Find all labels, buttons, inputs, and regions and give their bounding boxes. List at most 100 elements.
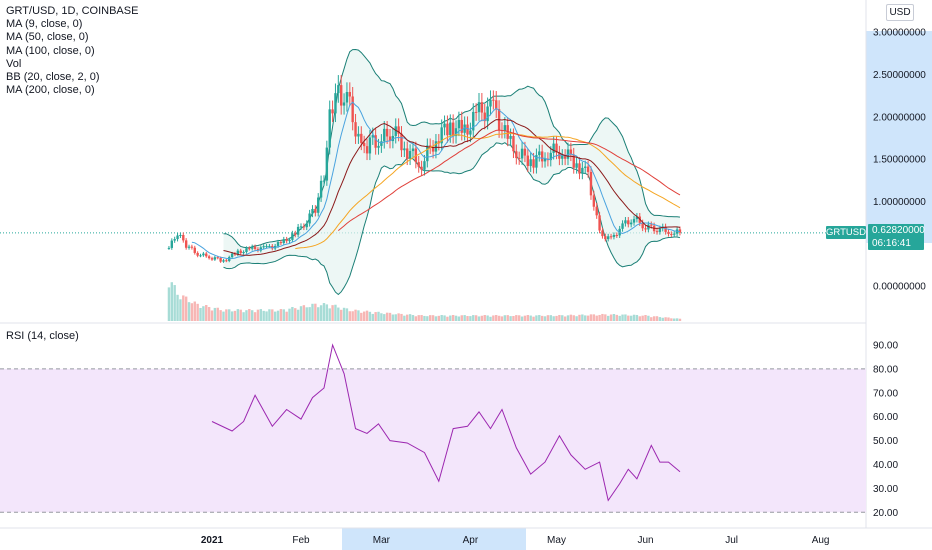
candle-body xyxy=(173,239,176,241)
volume-bar xyxy=(569,314,573,321)
volume-bar xyxy=(348,311,352,321)
candle-body xyxy=(512,136,515,152)
volume-bar xyxy=(253,312,257,321)
candle-body xyxy=(584,166,587,168)
candle-body xyxy=(540,151,544,162)
candle-body xyxy=(385,128,389,137)
candle-body xyxy=(411,148,415,152)
volume-bar xyxy=(592,314,596,321)
volume-bar xyxy=(271,309,274,321)
candle-body xyxy=(222,260,225,262)
candle-body xyxy=(408,151,412,159)
candle-body xyxy=(328,109,331,148)
volume-bar xyxy=(658,317,662,321)
volume-bar xyxy=(299,306,303,321)
rsi-legend-label[interactable]: RSI (14, close) xyxy=(6,330,79,342)
volume-bar xyxy=(578,314,581,321)
time-axis-highlight xyxy=(342,528,526,550)
candle-body xyxy=(199,255,202,257)
candle-body xyxy=(644,228,647,230)
candle-body xyxy=(319,180,323,198)
volume-bar xyxy=(357,310,360,321)
indicator-ma9[interactable]: MA (9, close, 0) xyxy=(6,18,83,31)
candle-body xyxy=(219,257,222,262)
candle-body xyxy=(239,250,242,254)
candle-body xyxy=(417,162,420,167)
candle-body xyxy=(305,223,308,228)
volume-bar xyxy=(650,317,653,321)
indicator-vol[interactable]: Vol xyxy=(6,57,22,70)
volume-bar xyxy=(377,311,380,321)
candle-body xyxy=(371,135,374,138)
candle-body xyxy=(606,236,610,240)
volume-bar xyxy=(664,317,667,321)
symbol-title[interactable]: GRT/USD, 1D, COINBASE xyxy=(6,5,139,17)
candle-body xyxy=(317,197,320,213)
volume-bar xyxy=(250,310,254,321)
volume-bar xyxy=(466,316,469,321)
volume-bar xyxy=(397,313,400,321)
volume-bar xyxy=(581,314,584,321)
candle-body xyxy=(400,133,403,151)
candle-body xyxy=(179,234,182,236)
volume-bar xyxy=(520,316,524,321)
volume-bar xyxy=(228,309,231,321)
volume-bar xyxy=(305,307,308,321)
candle-body xyxy=(362,142,366,147)
volume-bar xyxy=(526,315,530,321)
candle-body xyxy=(294,233,297,235)
candle-body xyxy=(466,124,469,135)
candle-body xyxy=(572,154,575,168)
volume-bar xyxy=(474,315,478,321)
candle-body xyxy=(595,206,598,216)
indicator-bb[interactable]: BB (20, close, 2, 0) xyxy=(6,71,100,84)
candle-body xyxy=(641,222,644,229)
candle-body xyxy=(477,102,481,113)
volume-bar xyxy=(627,315,630,321)
volume-bar xyxy=(543,316,547,321)
volume-bar xyxy=(179,299,182,321)
volume-bar xyxy=(385,312,389,321)
volume-bar xyxy=(635,314,639,321)
volume-bar xyxy=(302,305,306,321)
volume-bar xyxy=(532,316,535,321)
rsi-tick-label: 50.00 xyxy=(873,436,898,447)
volume-bar xyxy=(675,318,679,321)
indicator-ma200[interactable]: MA (200, close, 0) xyxy=(6,84,95,97)
indicator-ma50[interactable]: MA (50, close, 0) xyxy=(6,31,89,44)
volume-bar xyxy=(173,285,176,321)
candle-body xyxy=(624,220,627,224)
volume-bar xyxy=(394,314,397,321)
volume-bar xyxy=(184,296,188,321)
volume-bar xyxy=(572,315,575,321)
candle-body xyxy=(325,147,329,181)
candle-body xyxy=(581,167,584,174)
candle-body xyxy=(190,246,194,248)
volume-bar xyxy=(291,307,294,321)
volume-bar xyxy=(624,314,627,321)
candle-body xyxy=(515,151,518,159)
candle-body xyxy=(291,233,294,240)
candle-body xyxy=(268,245,271,247)
candle-body xyxy=(245,248,248,252)
volume-bar xyxy=(486,315,489,321)
candle-body xyxy=(509,136,512,139)
volume-bar xyxy=(233,310,237,321)
price-tick-label: 1.00000000 xyxy=(873,197,926,208)
currency-button[interactable]: USD xyxy=(886,4,914,21)
volume-bar xyxy=(566,315,570,321)
volume-bar xyxy=(308,307,311,321)
candle-body xyxy=(486,106,489,122)
volume-bar xyxy=(368,311,372,321)
indicator-ma100[interactable]: MA (100, close, 0) xyxy=(6,44,95,57)
volume-bar xyxy=(652,316,656,321)
volume-bar xyxy=(604,314,607,321)
volume-bar xyxy=(417,315,420,321)
last-price-box: 0.62820000 06:16:41 xyxy=(868,224,925,250)
candle-body xyxy=(520,148,524,159)
volume-bar xyxy=(509,316,512,321)
candle-body xyxy=(523,148,527,156)
candle-body xyxy=(658,228,662,232)
candle-body xyxy=(423,161,426,170)
